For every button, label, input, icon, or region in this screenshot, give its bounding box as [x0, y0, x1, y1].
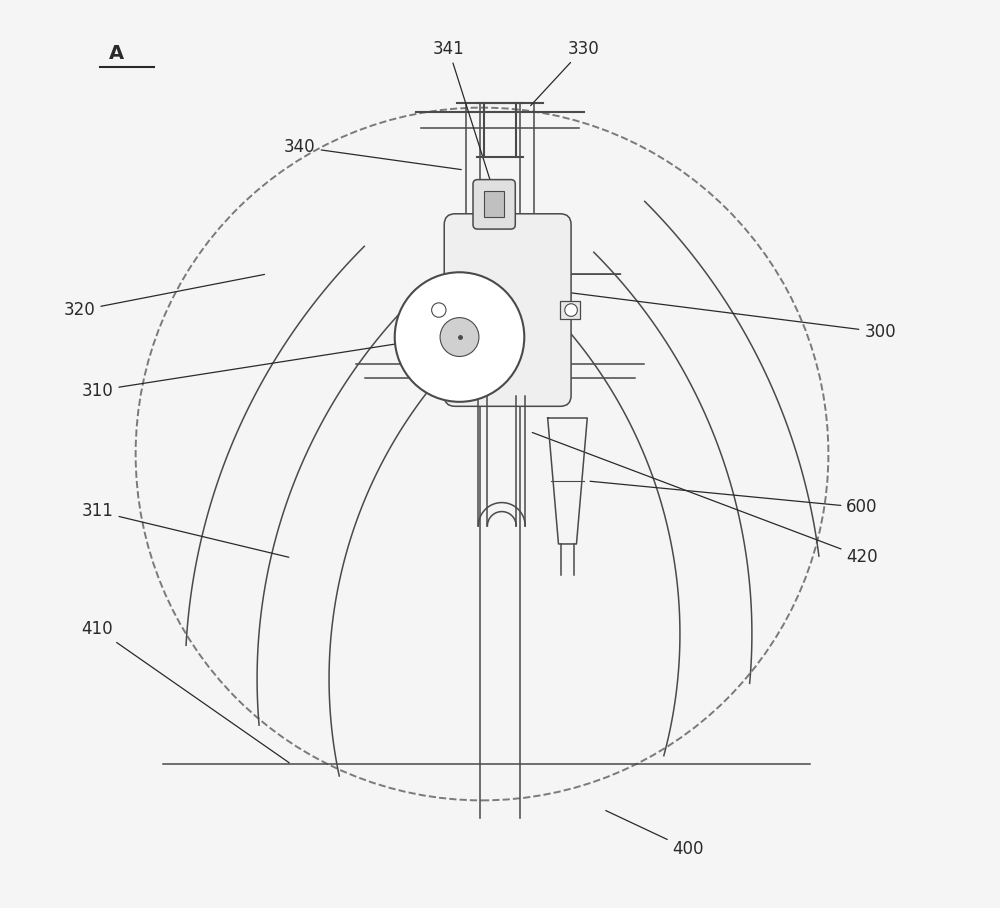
FancyBboxPatch shape — [444, 213, 571, 406]
Circle shape — [395, 272, 524, 402]
Text: 420: 420 — [532, 432, 878, 566]
Text: A: A — [109, 44, 124, 63]
Bar — [430, 300, 455, 321]
Text: 310: 310 — [82, 338, 437, 400]
Bar — [560, 301, 580, 319]
Text: 600: 600 — [590, 481, 878, 517]
Text: 410: 410 — [82, 620, 289, 763]
Text: 320: 320 — [64, 274, 265, 320]
Circle shape — [440, 318, 479, 357]
Circle shape — [565, 304, 577, 316]
Text: 330: 330 — [531, 40, 599, 105]
FancyBboxPatch shape — [473, 180, 515, 229]
Text: 311: 311 — [82, 502, 289, 558]
Text: 340: 340 — [284, 138, 461, 170]
Text: 300: 300 — [568, 292, 896, 341]
Bar — [484, 192, 504, 217]
Text: 341: 341 — [433, 40, 492, 186]
Circle shape — [432, 303, 446, 317]
Text: 400: 400 — [606, 811, 704, 858]
